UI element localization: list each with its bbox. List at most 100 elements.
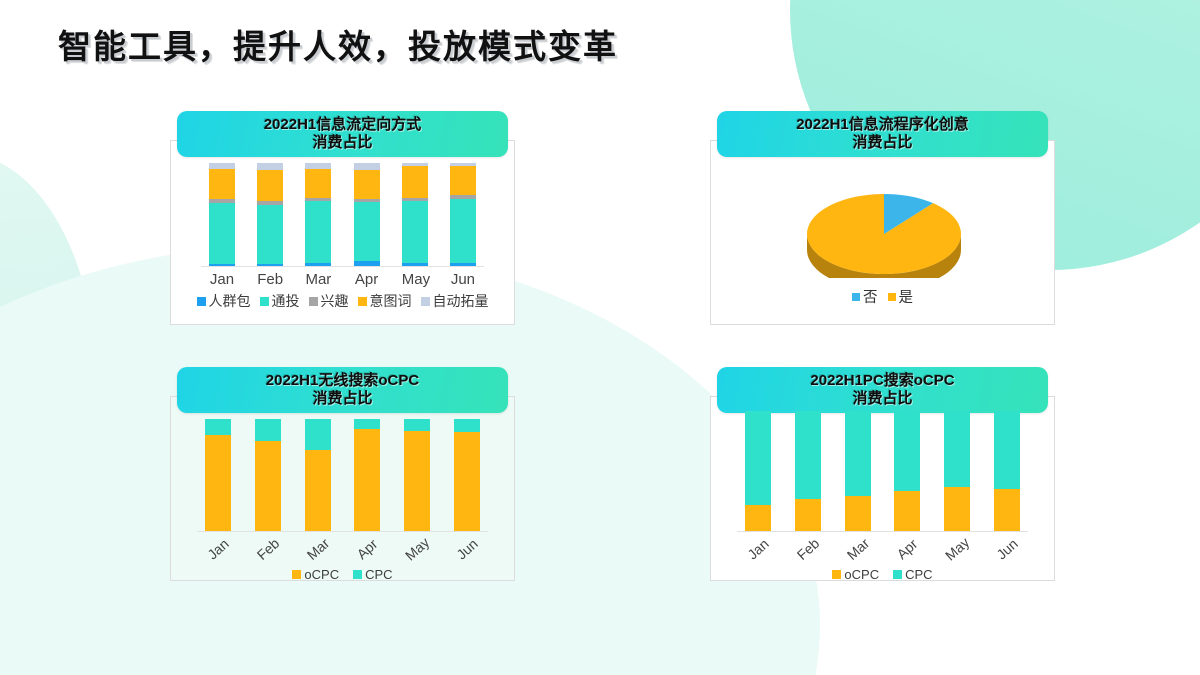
bar-column[interactable] (353, 163, 380, 266)
bar-segment[interactable] (254, 419, 281, 442)
bar-column[interactable] (304, 419, 331, 531)
bar-segment[interactable] (401, 262, 428, 267)
bar-segment[interactable] (257, 264, 284, 266)
legend-item[interactable]: 自动拓量 (420, 291, 489, 311)
bar-segment[interactable] (449, 163, 476, 167)
bar-segment[interactable] (305, 169, 332, 199)
bar-segment[interactable] (254, 441, 281, 531)
stacked-bar[interactable] (944, 411, 971, 531)
bar-segment[interactable] (993, 489, 1020, 531)
legend-item[interactable]: 通投 (259, 291, 300, 311)
legend-item[interactable]: oCPC (292, 567, 339, 582)
bar-column[interactable] (844, 411, 871, 531)
bar-segment[interactable] (304, 450, 331, 531)
bar-segment[interactable] (209, 202, 235, 265)
stacked-bar[interactable] (844, 411, 871, 531)
bar-segment[interactable] (401, 201, 428, 263)
bar-column[interactable] (449, 163, 476, 267)
bar-column[interactable] (354, 419, 381, 531)
stacked-bar[interactable] (745, 411, 771, 531)
stacked-bar[interactable] (354, 419, 381, 531)
bar-segment[interactable] (401, 163, 428, 167)
bar-segment[interactable] (257, 169, 284, 201)
legend-item[interactable]: CPC (893, 567, 933, 582)
bar-segment[interactable] (305, 163, 332, 170)
bar-column[interactable] (794, 411, 821, 531)
bar-segment[interactable] (794, 411, 821, 499)
stacked-bar[interactable] (894, 411, 921, 531)
bar-column[interactable] (745, 411, 771, 531)
bar-column[interactable] (205, 419, 231, 531)
pie-slice-no[interactable] (884, 194, 934, 234)
legend-item[interactable]: 意图词 (357, 291, 412, 311)
bar-segment[interactable] (257, 204, 284, 265)
legend-item[interactable]: 兴趣 (308, 291, 349, 311)
pie-chart-3d[interactable] (803, 186, 965, 290)
legend-item[interactable]: oCPC (832, 567, 879, 582)
bar-segment[interactable] (794, 498, 821, 531)
bar-column[interactable] (404, 419, 431, 531)
bar-segment[interactable] (401, 198, 428, 202)
stacked-bar[interactable] (257, 163, 284, 266)
bar-segment[interactable] (745, 411, 771, 505)
legend-item[interactable]: 人群包 (196, 291, 251, 311)
bar-segment[interactable] (449, 194, 476, 199)
bar-segment[interactable] (404, 419, 431, 432)
bar-column[interactable] (993, 411, 1020, 531)
bar-segment[interactable] (209, 163, 235, 170)
bar-segment[interactable] (209, 169, 235, 199)
bar-column[interactable] (944, 411, 971, 531)
bar-segment[interactable] (894, 491, 921, 531)
bar-segment[interactable] (353, 163, 380, 171)
bar-segment[interactable] (449, 263, 476, 267)
bar-column[interactable] (401, 163, 428, 267)
bar-segment[interactable] (205, 419, 231, 435)
bar-segment[interactable] (305, 198, 332, 202)
bar-segment[interactable] (944, 486, 971, 531)
stacked-bar[interactable] (305, 163, 332, 267)
bar-segment[interactable] (305, 201, 332, 263)
stacked-bar[interactable] (794, 411, 821, 531)
legend-item[interactable]: CPC (353, 567, 393, 582)
stacked-bar[interactable] (449, 163, 476, 267)
bar-segment[interactable] (305, 262, 332, 267)
stacked-bar[interactable] (401, 163, 428, 267)
stacked-bar[interactable] (404, 419, 431, 531)
bar-segment[interactable] (944, 411, 971, 487)
bar-column[interactable] (453, 419, 480, 531)
stacked-bar[interactable] (209, 163, 235, 267)
bar-segment[interactable] (404, 431, 431, 531)
bar-segment[interactable] (894, 411, 921, 492)
bar-column[interactable] (257, 163, 284, 266)
bar-segment[interactable] (304, 419, 331, 451)
bar-segment[interactable] (205, 434, 231, 531)
bar-segment[interactable] (353, 202, 380, 261)
bar-segment[interactable] (257, 163, 284, 170)
bar-segment[interactable] (209, 264, 235, 267)
bar-segment[interactable] (353, 170, 380, 199)
bar-segment[interactable] (354, 419, 381, 430)
stacked-bar[interactable] (353, 163, 380, 266)
legend-item[interactable]: 否 (852, 286, 878, 307)
stacked-bar[interactable] (254, 419, 281, 531)
bar-segment[interactable] (209, 198, 235, 203)
bar-segment[interactable] (844, 411, 871, 497)
bar-segment[interactable] (449, 166, 476, 195)
stacked-bar[interactable] (205, 419, 231, 531)
stacked-bar[interactable] (993, 411, 1020, 531)
bar-segment[interactable] (353, 260, 380, 266)
bar-segment[interactable] (401, 166, 428, 199)
bar-column[interactable] (305, 163, 332, 267)
bar-segment[interactable] (449, 198, 476, 264)
bar-segment[interactable] (353, 198, 380, 203)
bar-segment[interactable] (354, 429, 381, 531)
bar-segment[interactable] (453, 432, 480, 531)
bar-segment[interactable] (844, 496, 871, 531)
bar-column[interactable] (894, 411, 921, 531)
legend-item[interactable]: 是 (887, 286, 913, 307)
bar-segment[interactable] (745, 504, 771, 531)
stacked-bar[interactable] (304, 419, 331, 531)
bar-column[interactable] (209, 163, 235, 267)
bar-segment[interactable] (257, 200, 284, 205)
bar-column[interactable] (254, 419, 281, 531)
